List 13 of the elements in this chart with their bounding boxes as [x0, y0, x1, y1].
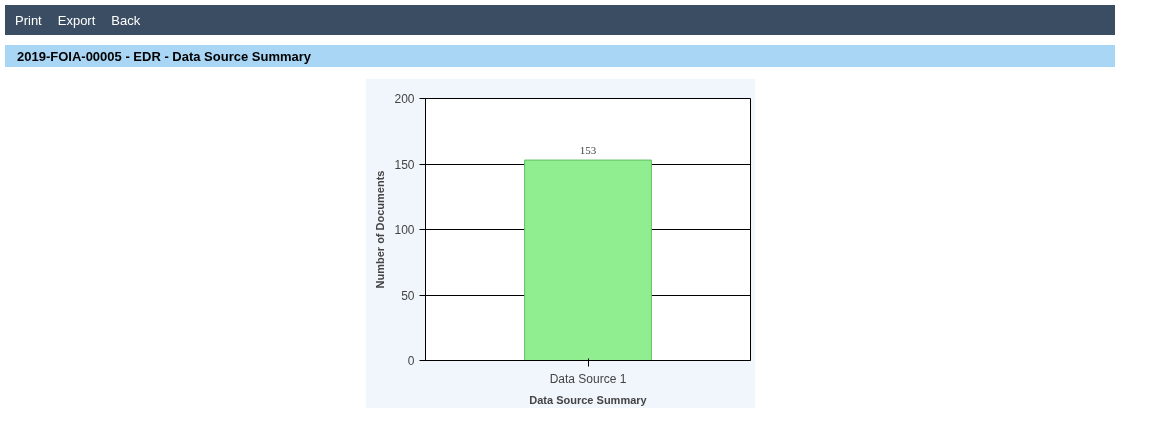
- y-axis-title: Number of Documents: [374, 170, 387, 289]
- text: Export: [57, 13, 96, 28]
- x-axis-title: Data Source Summary: [529, 393, 648, 406]
- y-tick-label: 100: [394, 223, 415, 237]
- y-tick-label: 0: [407, 354, 415, 368]
- y-tick-label: 200: [394, 92, 415, 106]
- x-tick-label: Data Source 1: [549, 371, 627, 386]
- text: 2019-FOIA-00005 - EDR - Data Source Summary: [17, 49, 312, 64]
- y-tick-label: 50: [401, 288, 415, 303]
- text: Back: [111, 13, 141, 28]
- y-tick-label: 150: [394, 157, 415, 172]
- text: Print: [15, 13, 42, 28]
- data-label: 153: [579, 144, 597, 157]
